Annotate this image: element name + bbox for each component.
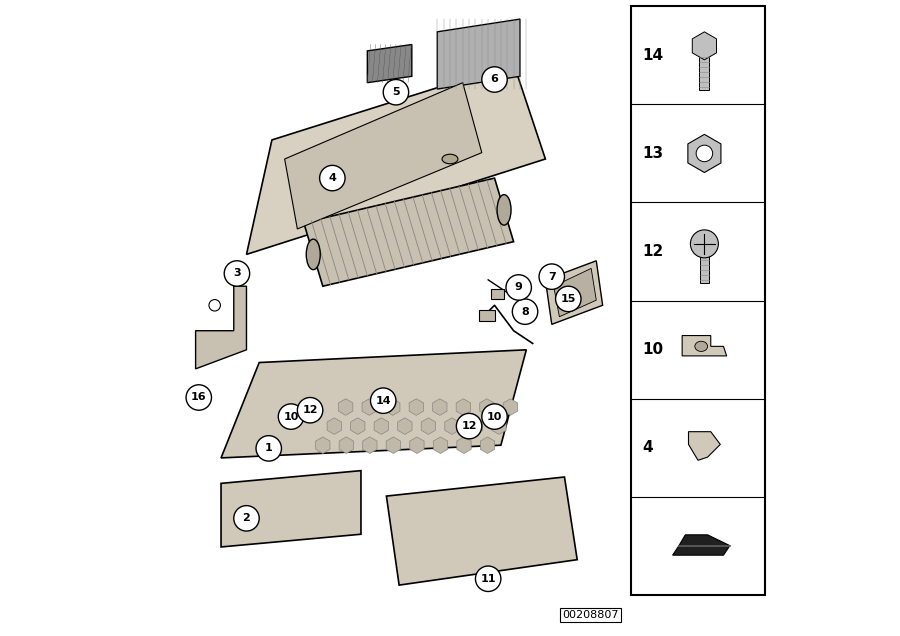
Text: 4: 4 bbox=[643, 440, 653, 455]
Polygon shape bbox=[688, 432, 720, 460]
Polygon shape bbox=[437, 19, 520, 89]
Text: 12: 12 bbox=[643, 244, 664, 259]
Bar bbox=[479, 310, 494, 321]
Circle shape bbox=[383, 80, 409, 105]
Text: 15: 15 bbox=[561, 294, 576, 304]
Circle shape bbox=[456, 413, 482, 439]
Circle shape bbox=[320, 165, 345, 191]
Text: 2: 2 bbox=[243, 513, 250, 523]
Text: 10: 10 bbox=[487, 411, 502, 422]
Circle shape bbox=[555, 286, 581, 312]
Text: 00208807: 00208807 bbox=[562, 610, 618, 620]
Text: 6: 6 bbox=[491, 74, 499, 85]
Circle shape bbox=[690, 230, 718, 258]
Polygon shape bbox=[386, 477, 577, 585]
Polygon shape bbox=[284, 83, 482, 229]
Ellipse shape bbox=[209, 300, 220, 311]
Circle shape bbox=[224, 261, 249, 286]
Circle shape bbox=[297, 398, 323, 423]
Text: 16: 16 bbox=[191, 392, 207, 403]
Text: 7: 7 bbox=[548, 272, 555, 282]
Polygon shape bbox=[303, 178, 514, 286]
Ellipse shape bbox=[695, 342, 707, 352]
Polygon shape bbox=[554, 268, 597, 317]
Text: 9: 9 bbox=[515, 282, 523, 293]
Text: 8: 8 bbox=[521, 307, 529, 317]
Bar bbox=[700, 248, 709, 283]
Polygon shape bbox=[221, 471, 361, 547]
Circle shape bbox=[256, 436, 282, 461]
Polygon shape bbox=[221, 350, 526, 458]
Text: 1: 1 bbox=[265, 443, 273, 453]
Circle shape bbox=[234, 506, 259, 531]
Bar bbox=[699, 52, 709, 90]
Text: 10: 10 bbox=[284, 411, 299, 422]
Polygon shape bbox=[672, 535, 730, 555]
Circle shape bbox=[539, 264, 564, 289]
Text: 5: 5 bbox=[392, 87, 400, 97]
Ellipse shape bbox=[306, 239, 320, 270]
Ellipse shape bbox=[442, 154, 458, 163]
Text: 12: 12 bbox=[462, 421, 477, 431]
Text: 14: 14 bbox=[643, 48, 664, 63]
Polygon shape bbox=[367, 45, 412, 83]
Text: 3: 3 bbox=[233, 268, 241, 279]
Circle shape bbox=[506, 275, 531, 300]
Bar bbox=[631, 6, 765, 595]
Polygon shape bbox=[545, 261, 603, 324]
Circle shape bbox=[371, 388, 396, 413]
Text: 14: 14 bbox=[375, 396, 391, 406]
Bar bbox=[491, 289, 504, 299]
Polygon shape bbox=[195, 286, 247, 369]
Circle shape bbox=[186, 385, 211, 410]
Text: 12: 12 bbox=[302, 405, 318, 415]
Text: 10: 10 bbox=[643, 342, 664, 357]
Polygon shape bbox=[247, 64, 545, 254]
Polygon shape bbox=[682, 336, 726, 356]
Text: 11: 11 bbox=[481, 574, 496, 584]
Ellipse shape bbox=[497, 195, 511, 225]
Circle shape bbox=[482, 67, 508, 92]
Circle shape bbox=[512, 299, 538, 324]
Text: 13: 13 bbox=[643, 146, 664, 161]
Text: 4: 4 bbox=[328, 173, 337, 183]
Circle shape bbox=[696, 145, 713, 162]
Circle shape bbox=[278, 404, 303, 429]
Circle shape bbox=[475, 566, 501, 591]
Circle shape bbox=[482, 404, 508, 429]
